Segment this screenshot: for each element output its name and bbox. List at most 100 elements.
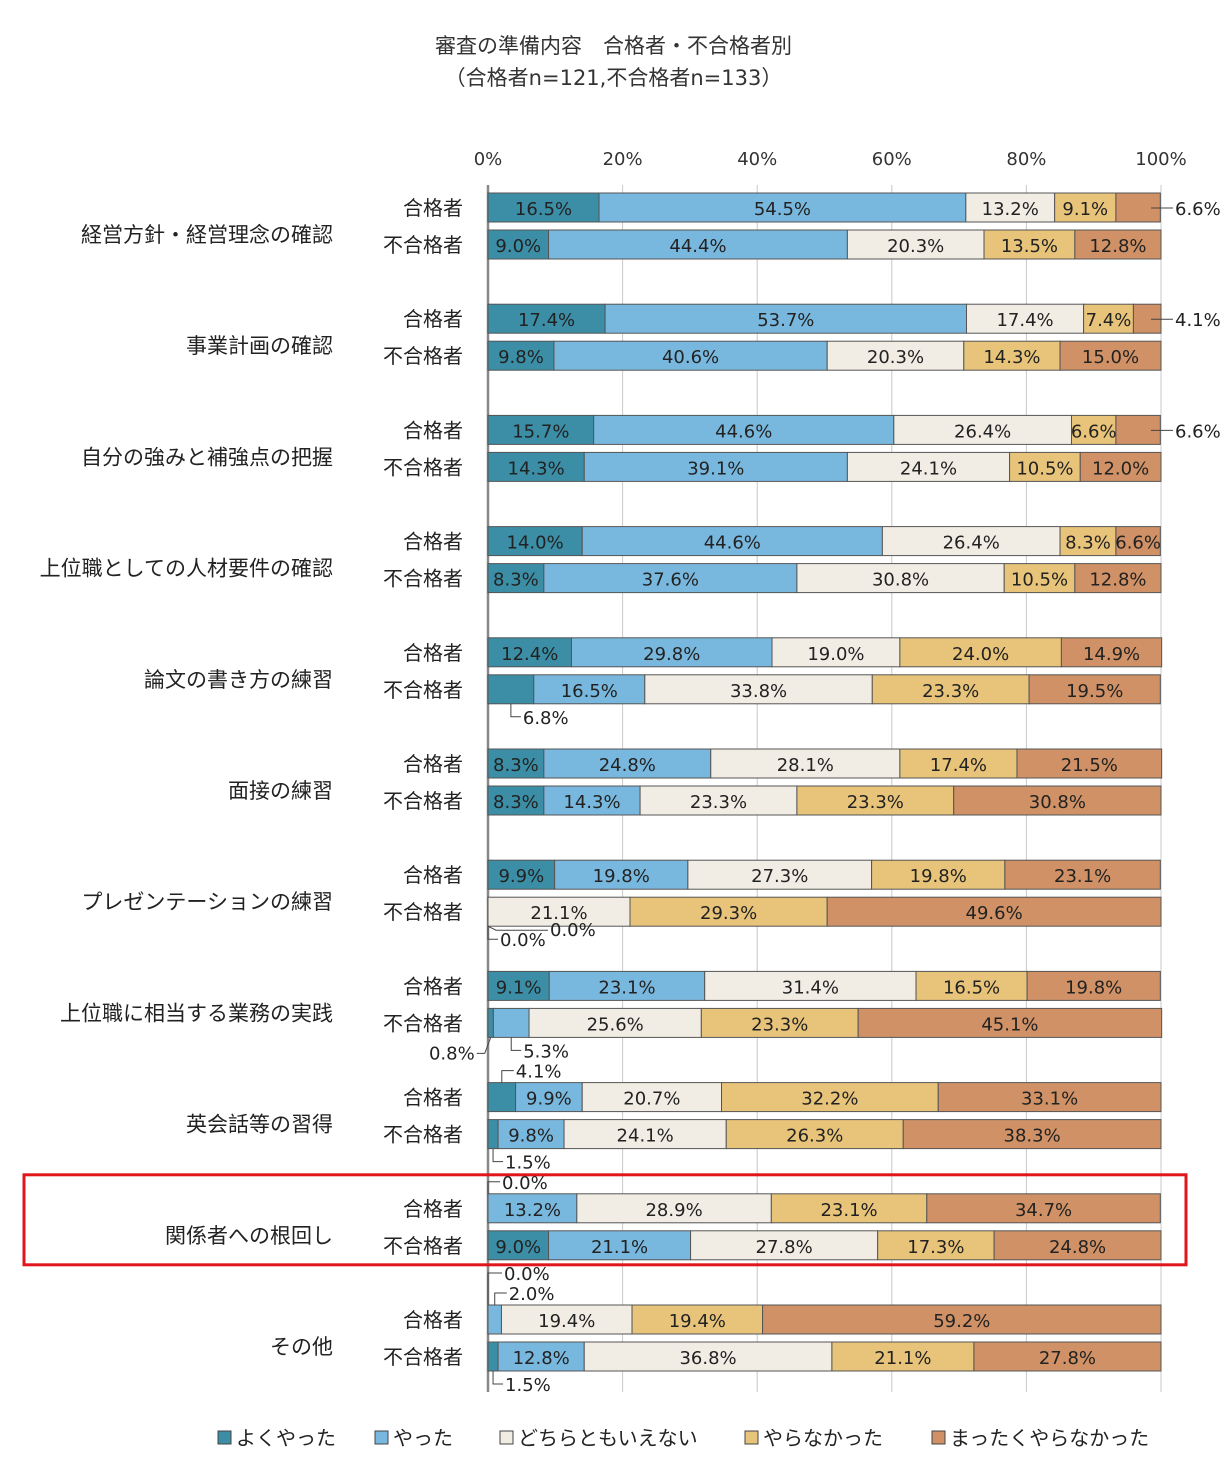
bar-segment [937,1082,1162,1113]
data-label: 19.8% [1065,977,1122,998]
bar-segment [631,1304,764,1335]
legend-swatch [217,1430,232,1445]
callout-label: 0.0% [500,930,546,951]
x-tick-label: 40% [737,149,777,170]
data-label: 32.2% [801,1089,858,1110]
data-label: 12.0% [1092,458,1149,479]
category-label: 上位職としての人材要件の確認 [40,557,333,581]
data-label: 8.3% [493,755,539,776]
bar-segment [487,340,555,371]
group-label: 不合格者 [383,1234,463,1258]
bar-segment [497,1341,585,1372]
bar-segment [487,526,583,557]
data-label: 45.1% [981,1014,1038,1035]
category-label: 面接の練習 [228,779,333,803]
callout-label: 6.6% [1175,199,1221,220]
data-label: 23.1% [598,977,655,998]
chart-subtitle: （合格者n=121,不合格者n=133） [444,66,783,90]
callout-label: 1.5% [505,1153,551,1174]
data-label: 19.4% [669,1311,726,1332]
callout-label: 5.3% [523,1041,569,1062]
group-label: 合格者 [403,1197,463,1221]
callout-label: 6.6% [1175,421,1221,442]
data-label: 21.5% [1061,755,1118,776]
data-label: 23.3% [690,792,747,813]
bar-segment [796,563,1005,594]
data-label: 19.0% [807,644,864,665]
group-label: 不合格者 [383,678,463,702]
bar-segment [966,303,1085,334]
bar-segment [563,1119,727,1150]
bar-segment [770,1193,928,1224]
callout-line [492,1371,504,1385]
x-tick-label: 80% [1006,149,1046,170]
data-label: 26.3% [786,1126,843,1147]
data-label: 20.3% [887,236,944,257]
group-label: 不合格者 [383,900,463,924]
bar-segment [871,859,1006,890]
data-label: 23.3% [922,681,979,702]
bar-segment [570,637,773,668]
category-label: 関係者への根回し [165,1224,333,1248]
bar-segment [831,1341,975,1372]
bar-segment [543,563,798,594]
bar-segment [965,192,1056,223]
data-label: 24.0% [952,644,1009,665]
bar-segment [543,748,712,779]
bar-segment [1054,192,1117,223]
category-label: 事業計画の確認 [186,334,333,358]
data-label: 19.4% [538,1311,595,1332]
data-label: 20.7% [623,1089,680,1110]
data-label: 23.3% [847,792,904,813]
callout-label: 6.8% [523,708,569,729]
data-label: 17.4% [996,310,1053,331]
bar-segment [548,229,848,260]
data-label: 33.1% [1021,1089,1078,1110]
bar-segment [487,1007,494,1038]
group-label: 不合格者 [383,1011,463,1035]
bar-segment [487,748,545,779]
bar-segment [1059,340,1162,371]
data-label: 40.6% [662,347,719,368]
legend-swatch [931,1430,946,1445]
data-label: 27.3% [751,866,808,887]
bar-segment [554,859,689,890]
bar-segment [953,785,1162,816]
callout-label: 0.8% [429,1043,475,1064]
data-label: 24.1% [900,458,957,479]
data-label: 27.8% [756,1237,813,1258]
bar-segment [993,1230,1162,1261]
data-label: 10.5% [1016,458,1073,479]
bar-segment [553,340,828,371]
data-label: 9.8% [508,1126,554,1147]
data-label: 23.1% [1054,866,1111,887]
data-label: 19.8% [593,866,650,887]
bar-segment [583,1341,833,1372]
group-label: 合格者 [403,530,463,554]
bar-segment [899,637,1062,668]
data-label: 16.5% [943,977,1000,998]
bar-segment [533,674,646,705]
callout-line [487,1181,500,1194]
legend-label: やった [393,1426,453,1450]
data-label: 28.1% [777,755,834,776]
callout-label: 4.1% [1175,310,1221,331]
data-label: 29.3% [700,903,757,924]
data-label: 9.9% [526,1089,572,1110]
bar-segment [881,526,1061,557]
callout-label: 0.0% [550,920,596,941]
bar-segment [796,785,955,816]
category-label: その他 [270,1335,333,1359]
bar-segment [915,970,1028,1001]
bar-segment [1070,414,1117,445]
data-label: 21.1% [530,903,587,924]
data-label: 54.5% [754,199,811,220]
x-tick-label: 60% [872,149,912,170]
callout-label: 4.1% [516,1062,562,1083]
bar-segment [487,1341,499,1372]
callout-line [492,1148,504,1163]
bar-segment [725,1119,904,1150]
bar-segment [593,414,895,445]
bar-segment [902,1119,1162,1150]
